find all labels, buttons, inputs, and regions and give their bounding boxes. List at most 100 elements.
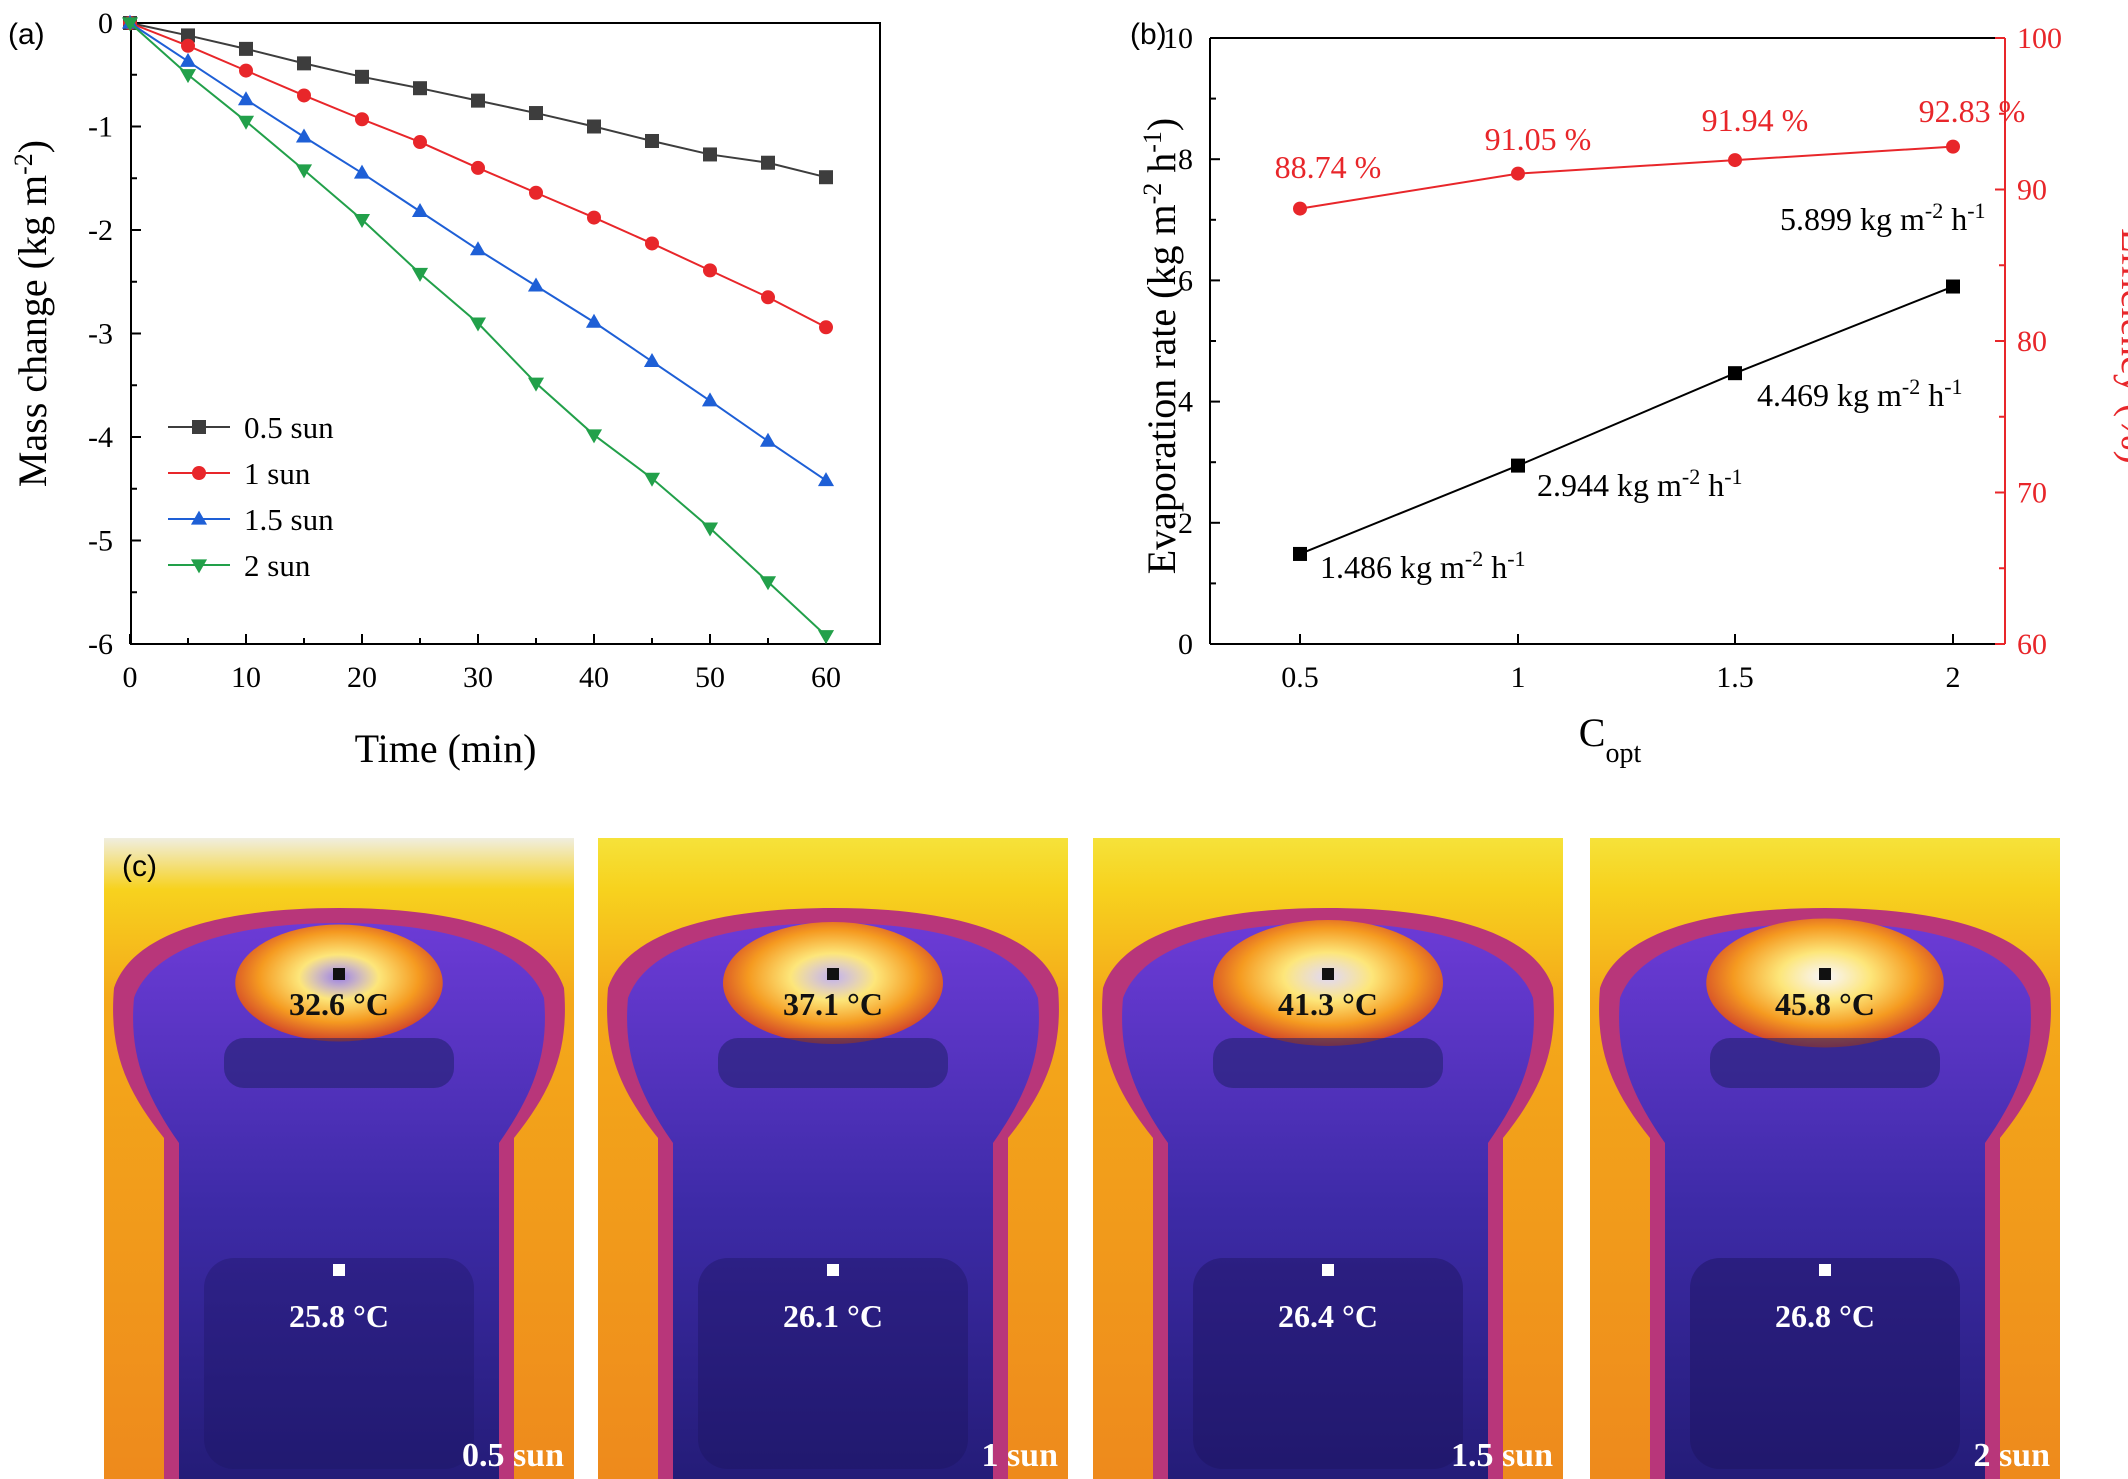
data-point (179, 69, 197, 84)
thermal-graphic (1590, 838, 2060, 1479)
x-tick-label: 1.5 (1716, 661, 1754, 694)
panel-b-label: (b) (1130, 18, 1167, 51)
top-temperature: 32.6 °C (289, 986, 389, 1022)
data-point (469, 317, 487, 332)
thermal-image: 45.8 °C 26.8 °C 2 sun (1590, 838, 2060, 1479)
series-1-sun (123, 16, 833, 335)
data-point (703, 263, 717, 278)
panel-a-label: (a) (8, 18, 45, 51)
bottom-temperature: 25.8 °C (289, 1298, 389, 1334)
data-point (587, 210, 601, 225)
y-tick-label: -6 (88, 628, 113, 661)
data-point (585, 429, 603, 444)
data-point (353, 164, 371, 179)
bottom-measure-point (333, 1264, 345, 1276)
y-right-tick-label: 100 (2017, 22, 2062, 55)
series-1.5-sun (121, 14, 835, 487)
data-point (1946, 279, 1960, 294)
panel-a: (a) 0 10 20 30 40 50 60 0 -1 -2 -3 -4 -5 -6 Time (min) M… (8, 7, 881, 771)
data-point (411, 267, 429, 282)
y-right-tick-label: 90 (2017, 174, 2047, 207)
x-tick-label: 40 (579, 661, 609, 694)
data-point (819, 170, 833, 185)
x-tick-label: 0.5 (1281, 661, 1319, 694)
data-point (819, 320, 833, 335)
data-point (471, 93, 485, 108)
y-tick-label: -2 (88, 214, 113, 247)
data-point (759, 432, 777, 447)
x-axis-label: Copt (1579, 710, 1642, 769)
data-point (703, 147, 717, 162)
data-point (585, 313, 603, 328)
data-point (239, 41, 253, 56)
y-tick-label: 0 (98, 7, 113, 40)
x-tick-label: 1 (1511, 661, 1526, 694)
data-point (645, 133, 659, 148)
efficiency-label: 91.05 % (1485, 121, 1592, 157)
data-point (1728, 153, 1742, 168)
data-point (181, 28, 195, 43)
legend-label: 1 sun (244, 456, 311, 491)
data-point (1946, 139, 1960, 154)
data-point (413, 81, 427, 96)
data-label: 5.899 kg m-2 h-1 (1780, 198, 1986, 238)
legend: 0.5 sun 1 sun 1.5 sun 2 sun (168, 410, 334, 583)
thermal-graphic (1093, 838, 1563, 1479)
data-point (471, 160, 485, 175)
thermal-graphic (104, 838, 574, 1479)
thermal-image: 37.1 °C 26.1 °C 1 sun (598, 838, 1068, 1479)
data-point (645, 236, 659, 251)
bottom-temperature: 26.8 °C (1775, 1298, 1875, 1334)
data-point (1293, 546, 1307, 561)
series-2-sun (121, 17, 835, 645)
irradiance-label: 2 sun (1973, 1437, 2050, 1474)
legend-label: 2 sun (244, 548, 311, 583)
thermal-image: 32.6 °C 25.8 °C 0.5 sun (104, 838, 574, 1479)
data-label: 4.469 kg m-2 h-1 (1757, 374, 1963, 414)
legend-label: 1.5 sun (244, 502, 334, 537)
data-point (761, 155, 775, 170)
series-line (1299, 285, 1954, 555)
x-tick-label: 0 (123, 661, 138, 694)
legend-marker (190, 510, 208, 525)
legend-label: 0.5 sun (244, 410, 334, 445)
y-tick-label: -5 (88, 525, 113, 558)
top-measure-point (827, 968, 839, 980)
panel-c-label: (c) (122, 850, 157, 883)
data-point (353, 214, 371, 229)
data-point (1728, 366, 1742, 381)
data-point (529, 185, 543, 200)
irradiance-label: 1 sun (981, 1437, 1058, 1474)
data-point (297, 88, 311, 103)
y-axis-label: Mass change (kg m-2) (9, 140, 56, 487)
data-point (239, 63, 253, 78)
irradiance-label: 0.5 sun (461, 1437, 564, 1474)
y-left-axis-label: Evaporation rate (kg m-2 h-1) (1138, 118, 1185, 575)
top-measure-point (1819, 968, 1831, 980)
data-point (817, 472, 835, 487)
legend-marker (190, 559, 208, 574)
series-line (1299, 145, 1954, 210)
bottom-temperature: 26.1 °C (783, 1298, 883, 1334)
bottom-measure-point (1322, 1264, 1334, 1276)
thermal-image: 41.3 °C 26.4 °C 1.5 sun (1093, 838, 1563, 1479)
series-0.5-sun (123, 16, 833, 185)
data-point (527, 377, 545, 392)
y-right-tick-label: 80 (2017, 325, 2047, 358)
data-point (701, 522, 719, 537)
data-point (355, 69, 369, 84)
data-point (237, 91, 255, 106)
data-point (1511, 458, 1525, 473)
series-efficiency: 88.74 % 91.05 % 91.94 % 92.83 % (1275, 93, 2025, 216)
top-temperature: 41.3 °C (1278, 986, 1378, 1022)
x-tick-label: 10 (231, 661, 261, 694)
y-right-tick-label: 60 (2017, 628, 2047, 661)
irradiance-label: 1.5 sun (1450, 1437, 1553, 1474)
x-tick-label: 30 (463, 661, 493, 694)
data-label: 2.944 kg m-2 h-1 (1537, 464, 1743, 504)
y-right-axis-label: Efficiency (%) (2113, 228, 2128, 464)
data-point (295, 128, 313, 143)
y-left-tick-label: 4 (1178, 386, 1193, 419)
data-point (411, 202, 429, 217)
